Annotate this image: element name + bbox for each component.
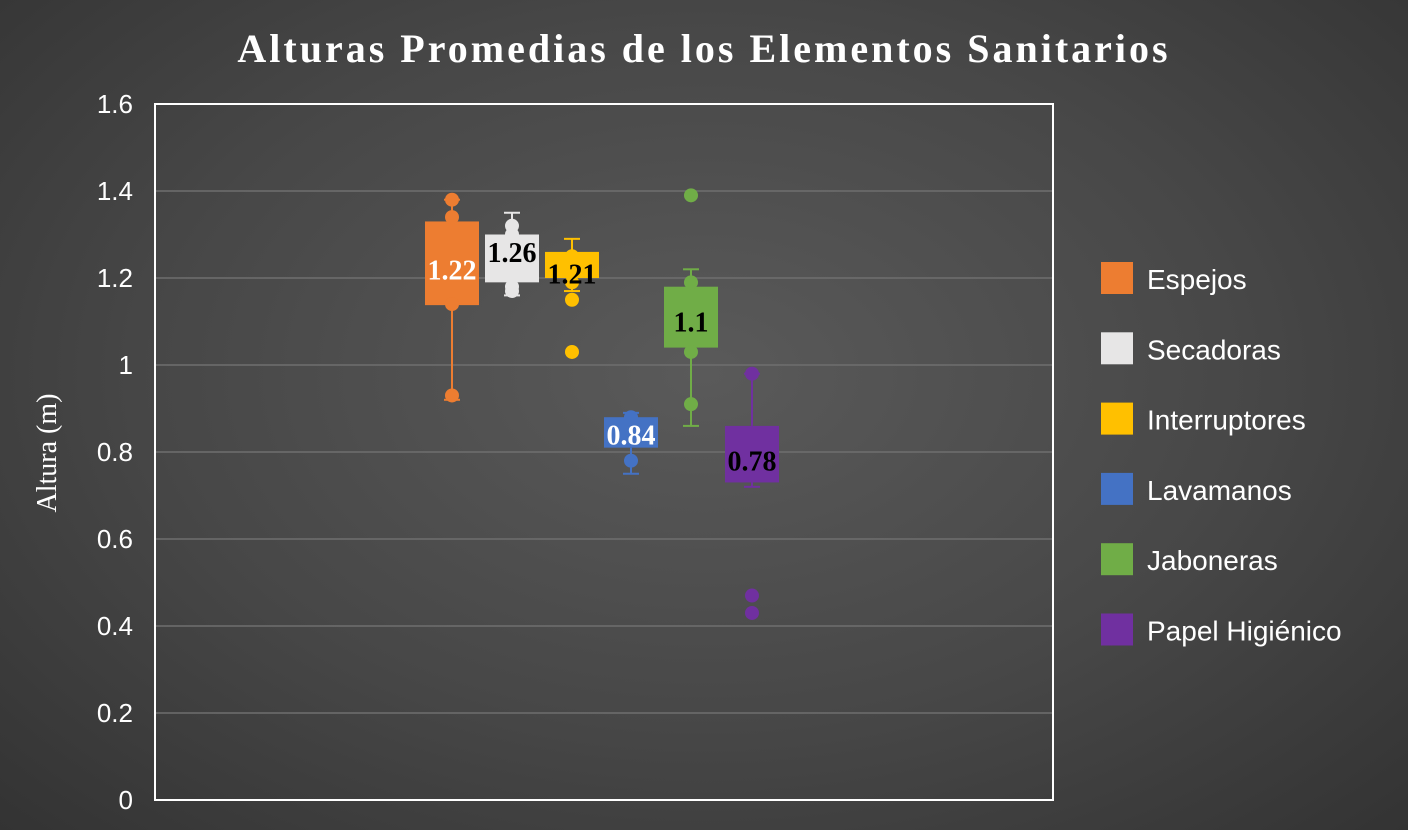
data-point [684,397,698,412]
iqr-box [725,425,779,483]
legend-swatch [1101,332,1133,365]
legend: Espejos Secadoras Interruptores Lavamanos Ja… [1101,262,1342,647]
y-tick-label: 0.6 [97,524,133,554]
legend-item: Lavamanos [1101,472,1292,506]
data-point [745,588,759,603]
box-interruptores: 1.21 [545,237,599,359]
box-jaboneras: 1.1 [664,188,718,427]
y-tick-label: 0.2 [97,698,133,728]
data-point [445,192,459,207]
data-point [565,275,579,290]
box-secadoras: 1.26 [485,211,539,299]
legend-label: Interruptores [1147,405,1306,436]
data-point [445,388,459,403]
gridlines [155,190,1053,714]
data-point [565,344,579,359]
data-point [505,284,519,299]
data-point [745,366,759,381]
iqr-box [664,286,718,348]
legend-swatch [1101,262,1133,294]
box-espejos: 1.22 [425,192,479,403]
data-point [684,275,698,290]
data-point [505,227,519,242]
data-point [684,188,698,203]
y-axis-label: Altura (m) [32,394,63,513]
data-point [565,249,579,264]
mean-label: 1.1 [674,308,709,339]
mean-label: 0.84 [607,421,656,452]
iqr-box [425,221,479,305]
data-point [565,292,579,307]
mean-label: 0.78 [728,447,777,478]
legend-item: Interruptores [1101,402,1306,436]
legend-swatch [1101,613,1133,646]
data-point [445,210,459,225]
y-tick-label: 0 [119,785,133,815]
y-tick-label: 1.4 [97,176,133,206]
legend-label: Espejos [1147,264,1247,295]
legend-swatch [1101,543,1133,576]
legend-label: Jaboneras [1147,545,1278,576]
data-point [624,410,638,425]
legend-item: Jaboneras [1101,543,1278,576]
data-point [624,453,638,468]
y-tick-label: 1.6 [97,89,133,119]
y-axis-ticks: 0 0.2 0.4 0.6 0.8 1 1.2 1.4 1.6 [97,89,133,815]
box-lavamanos: 0.84 [604,410,658,475]
legend-swatch [1101,402,1133,435]
legend-item: Secadoras [1101,332,1281,365]
mean-label: 1.22 [428,255,477,286]
plot-area-border [154,103,1054,801]
box-series: 1.22 1.26 1.21 0.84 1.1 0.78 [425,188,779,620]
data-point [684,344,698,359]
y-tick-label: 0.4 [97,611,133,641]
chart-title: Alturas Promedias de los Elementos Sanit… [237,26,1170,71]
data-point [745,605,759,620]
legend-swatch [1101,472,1133,505]
box-papel-higi-nico: 0.78 [725,366,779,620]
y-tick-label: 1 [119,350,133,380]
y-tick-label: 0.8 [97,437,133,467]
legend-label: Lavamanos [1147,475,1292,506]
legend-item: Espejos [1101,262,1247,295]
legend-item: Papel Higiénico [1101,613,1342,647]
mean-label: 1.26 [488,238,537,269]
y-tick-label: 1.2 [97,263,133,293]
legend-label: Secadoras [1147,334,1281,365]
mean-label: 1.21 [548,260,597,291]
legend-label: Papel Higiénico [1147,616,1342,647]
data-point [445,297,459,312]
